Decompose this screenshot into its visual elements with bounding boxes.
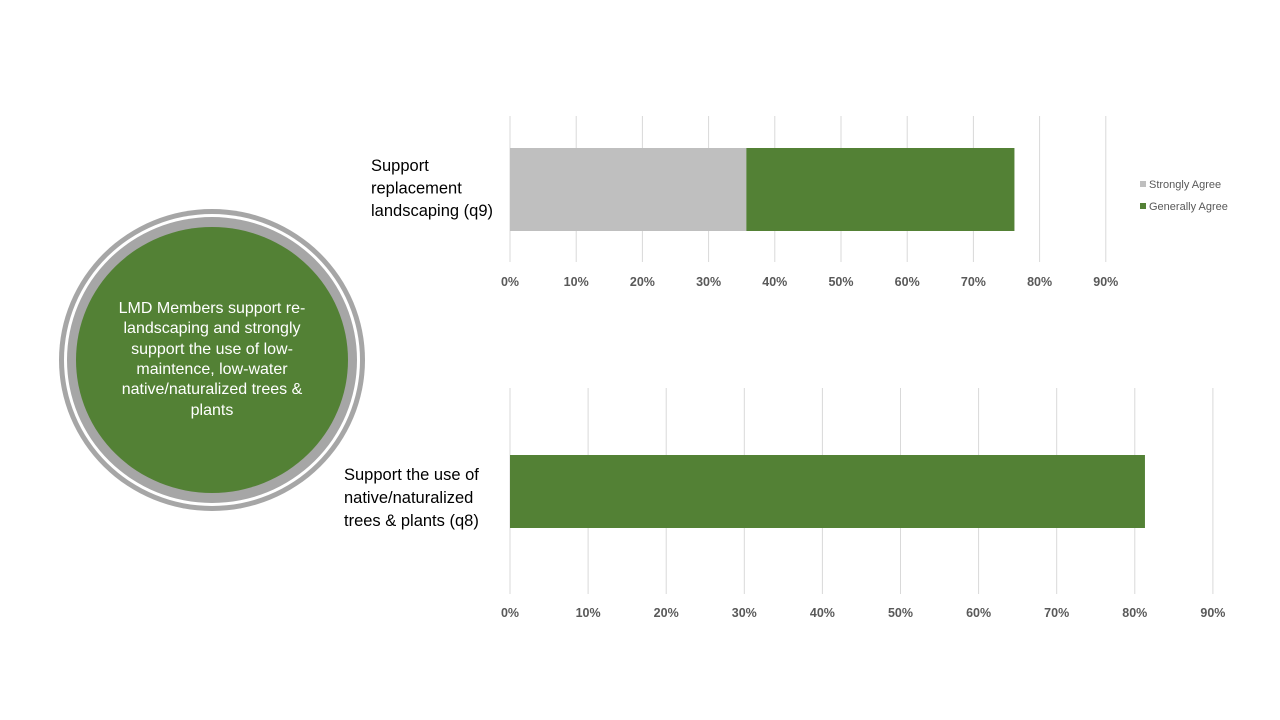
legend-swatch <box>1140 203 1146 209</box>
callout-circle: LMD Members support re-landscaping and s… <box>76 227 348 493</box>
x-tick-label: 20% <box>654 606 679 620</box>
category-label: replacement <box>371 180 462 198</box>
legend-label: Generally Agree <box>1149 201 1228 213</box>
x-tick-label: 40% <box>810 606 835 620</box>
x-tick-label: 10% <box>576 606 601 620</box>
category-label: landscaping (q9) <box>371 202 493 220</box>
x-tick-label: 30% <box>696 275 721 289</box>
category-label: Support <box>371 157 429 175</box>
x-tick-label: 90% <box>1200 606 1225 620</box>
x-tick-label: 70% <box>961 275 986 289</box>
x-tick-label: 30% <box>732 606 757 620</box>
chart-native-plants: 0% 10% 20% 30% 40% 50% 60% 70% 80% 90% Support the… <box>344 388 1225 620</box>
x-tick-label: 60% <box>895 275 920 289</box>
x-tick-label: 40% <box>762 275 787 289</box>
x-tick-label: 80% <box>1027 275 1052 289</box>
x-tick-label: 0% <box>501 275 519 289</box>
chart-replacement-landscaping: 0% 10% 20% 30% 40% 50% 60% 70% 80% 90% Support repl… <box>371 116 1228 289</box>
x-tick-label: 50% <box>828 275 853 289</box>
bar-q8 <box>510 455 1145 528</box>
x-tick-label: 20% <box>630 275 655 289</box>
legend-swatch <box>1140 181 1146 187</box>
bar-q9-generally-agree <box>746 148 1015 231</box>
bar-q9-strongly-agree <box>510 148 747 231</box>
x-tick-label: 90% <box>1093 275 1118 289</box>
legend-label: Strongly Agree <box>1149 179 1221 191</box>
x-tick-label: 60% <box>966 606 991 620</box>
x-tick-label: 80% <box>1122 606 1147 620</box>
x-tick-label: 0% <box>501 606 519 620</box>
x-tick-label: 70% <box>1044 606 1069 620</box>
category-label: Support the use of <box>344 466 479 484</box>
x-tick-label: 10% <box>564 275 589 289</box>
category-label: native/naturalized <box>344 489 473 507</box>
callout-text: LMD Members support re-landscaping and s… <box>118 299 306 419</box>
x-tick-label: 50% <box>888 606 913 620</box>
category-label: trees & plants (q8) <box>344 512 479 530</box>
